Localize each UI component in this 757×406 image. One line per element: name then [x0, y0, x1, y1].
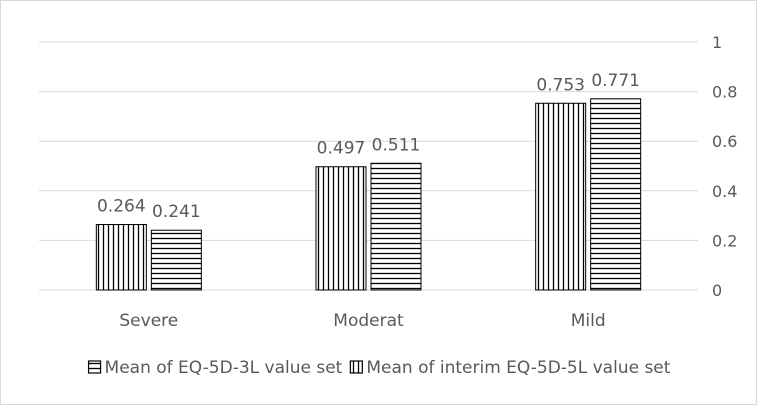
x-axis: Severe Moderat Mild [119, 311, 605, 331]
legend: Mean of EQ-5D-3L value set Mean of interi… [87, 358, 671, 378]
bars [95, 98, 642, 291]
data-label: 0.511 [372, 135, 421, 155]
bar [590, 98, 642, 291]
legend-label: Mean of interim EQ-5D-5L value set [366, 358, 670, 378]
bar [315, 166, 367, 291]
y-tick-label: 0.4 [712, 182, 737, 201]
data-label: 0.264 [97, 197, 146, 217]
data-labels: 0.264 0.241 0.497 0.511 0.753 0.771 [97, 71, 640, 222]
legend-label: Mean of EQ-5D-3L value set [105, 358, 343, 378]
data-label: 0.497 [317, 139, 366, 159]
x-tick-label: Moderat [333, 311, 404, 331]
y-tick-label: 1 [712, 33, 722, 52]
y-tick-label: 0.8 [712, 83, 737, 102]
data-label: 0.753 [536, 75, 585, 95]
legend-swatch [349, 360, 363, 374]
legend-swatch [87, 360, 102, 374]
bar [535, 102, 587, 291]
y-axis: 0 0.2 0.4 0.6 0.8 1 [712, 33, 737, 300]
data-label: 0.771 [591, 71, 640, 91]
data-label: 0.241 [152, 202, 201, 222]
gridlines [39, 41, 698, 291]
x-tick-label: Severe [119, 311, 178, 331]
y-tick-label: 0.6 [712, 132, 737, 151]
y-tick-label: 0.2 [712, 231, 737, 250]
bar [150, 229, 202, 291]
bar [95, 224, 147, 291]
y-tick-label: 0 [712, 281, 722, 300]
bar [370, 162, 422, 291]
x-tick-label: Mild [571, 311, 606, 331]
